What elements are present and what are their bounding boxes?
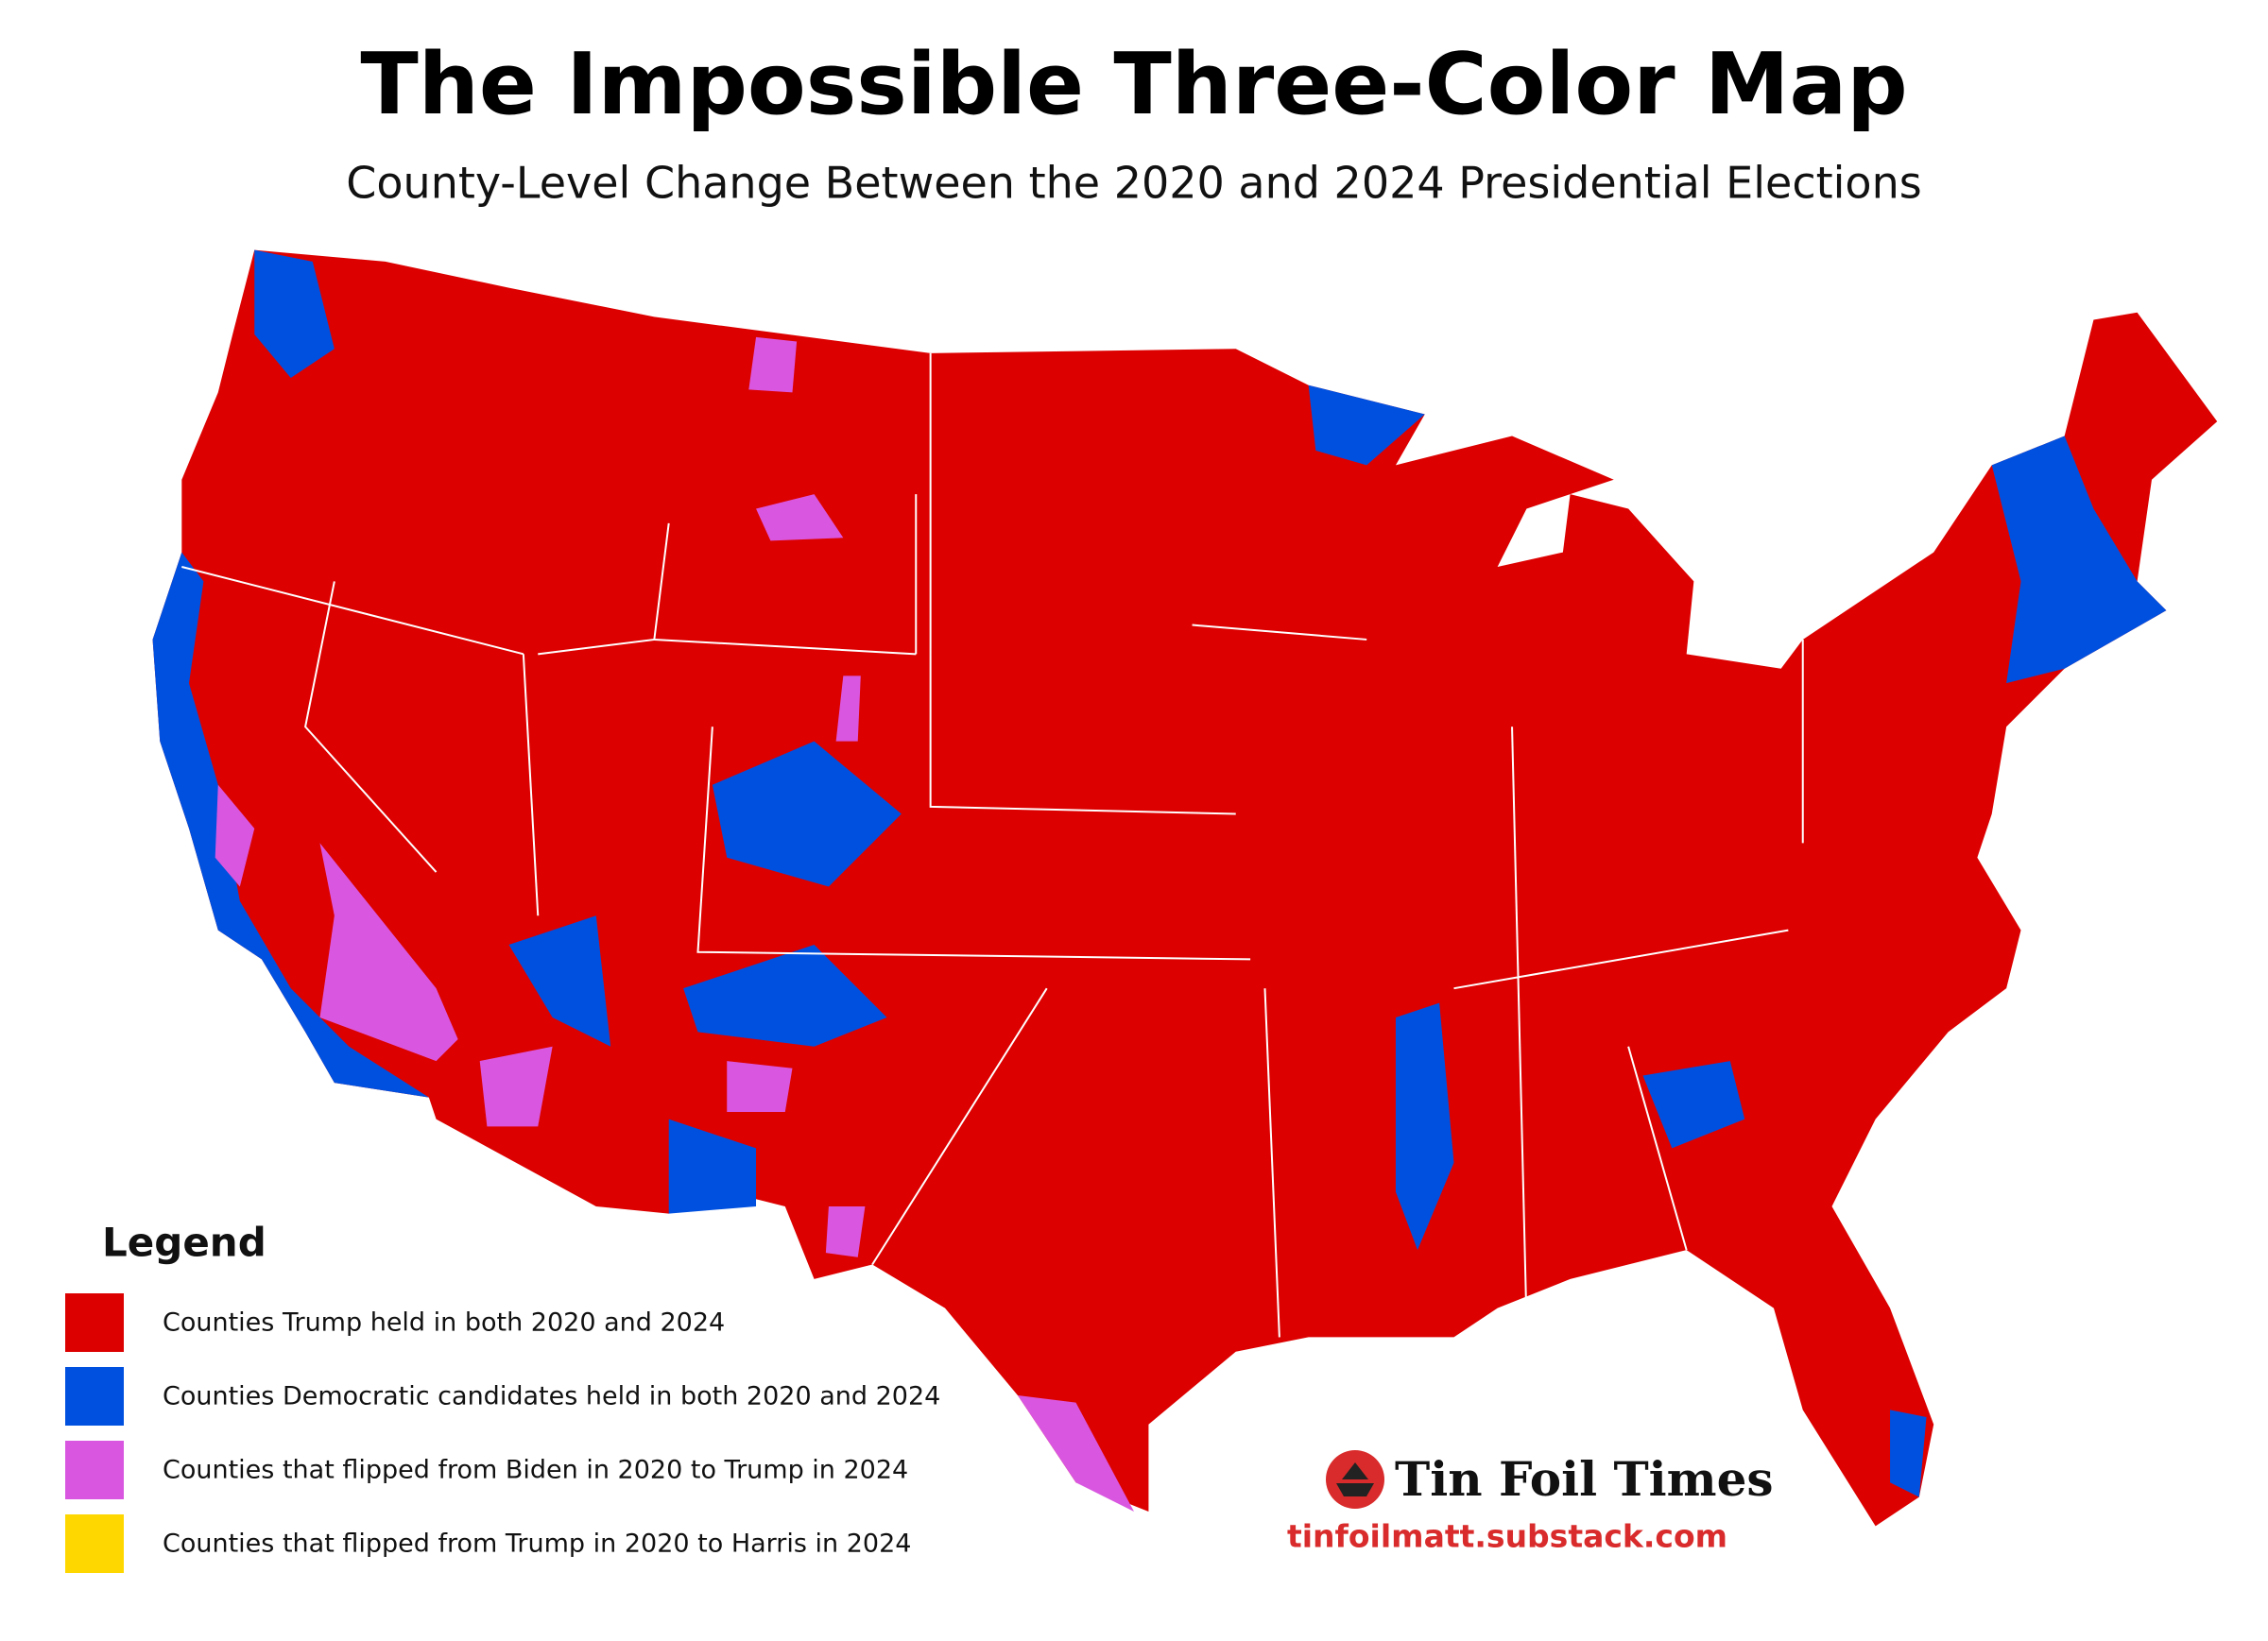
region bbox=[1395, 1002, 1454, 1251]
region bbox=[254, 249, 335, 379]
legend-label: Counties Democratic candidates held in b… bbox=[163, 1382, 940, 1411]
legend-swatch bbox=[65, 1293, 124, 1352]
region bbox=[727, 1061, 793, 1112]
map bbox=[152, 249, 2218, 1527]
region bbox=[1991, 436, 2167, 684]
state-border bbox=[181, 352, 1804, 1338]
region bbox=[508, 915, 611, 1047]
region bbox=[1308, 385, 1425, 466]
legend-swatch bbox=[65, 1441, 124, 1499]
region bbox=[756, 494, 844, 541]
legend-title: Legend bbox=[102, 1220, 266, 1266]
region bbox=[152, 552, 429, 1098]
region bbox=[479, 1046, 553, 1127]
region bbox=[748, 336, 798, 393]
region bbox=[1890, 1410, 1927, 1497]
legend: Counties Trump held in both 2020 and 202… bbox=[65, 1293, 940, 1573]
subtitle: County-Level Change Between the 2020 and… bbox=[346, 158, 1921, 209]
brand-url: tinfoilmatt.substack.com bbox=[1287, 1518, 1727, 1555]
region bbox=[825, 1205, 866, 1257]
region bbox=[1642, 1061, 1745, 1149]
brand-name: Tin Foil Times bbox=[1395, 1451, 1774, 1507]
region bbox=[1017, 1394, 1135, 1513]
region bbox=[215, 784, 255, 887]
region bbox=[683, 945, 887, 1047]
legend-label: Counties that flipped from Biden in 2020… bbox=[163, 1456, 908, 1485]
legend-swatch bbox=[65, 1514, 124, 1573]
legend-label: Counties that flipped from Trump in 2020… bbox=[163, 1530, 911, 1559]
legend-swatch bbox=[65, 1367, 124, 1426]
title: The Impossible Three-Color Map bbox=[360, 35, 1907, 134]
region bbox=[319, 843, 458, 1062]
region bbox=[712, 741, 902, 887]
branding: Tin Foil Times tinfoilmatt.substack.com bbox=[1287, 1450, 1774, 1555]
region bbox=[835, 675, 861, 742]
region bbox=[668, 1119, 757, 1214]
legend-label: Counties Trump held in both 2020 and 202… bbox=[163, 1308, 725, 1338]
logo-icon bbox=[1336, 1462, 1374, 1496]
